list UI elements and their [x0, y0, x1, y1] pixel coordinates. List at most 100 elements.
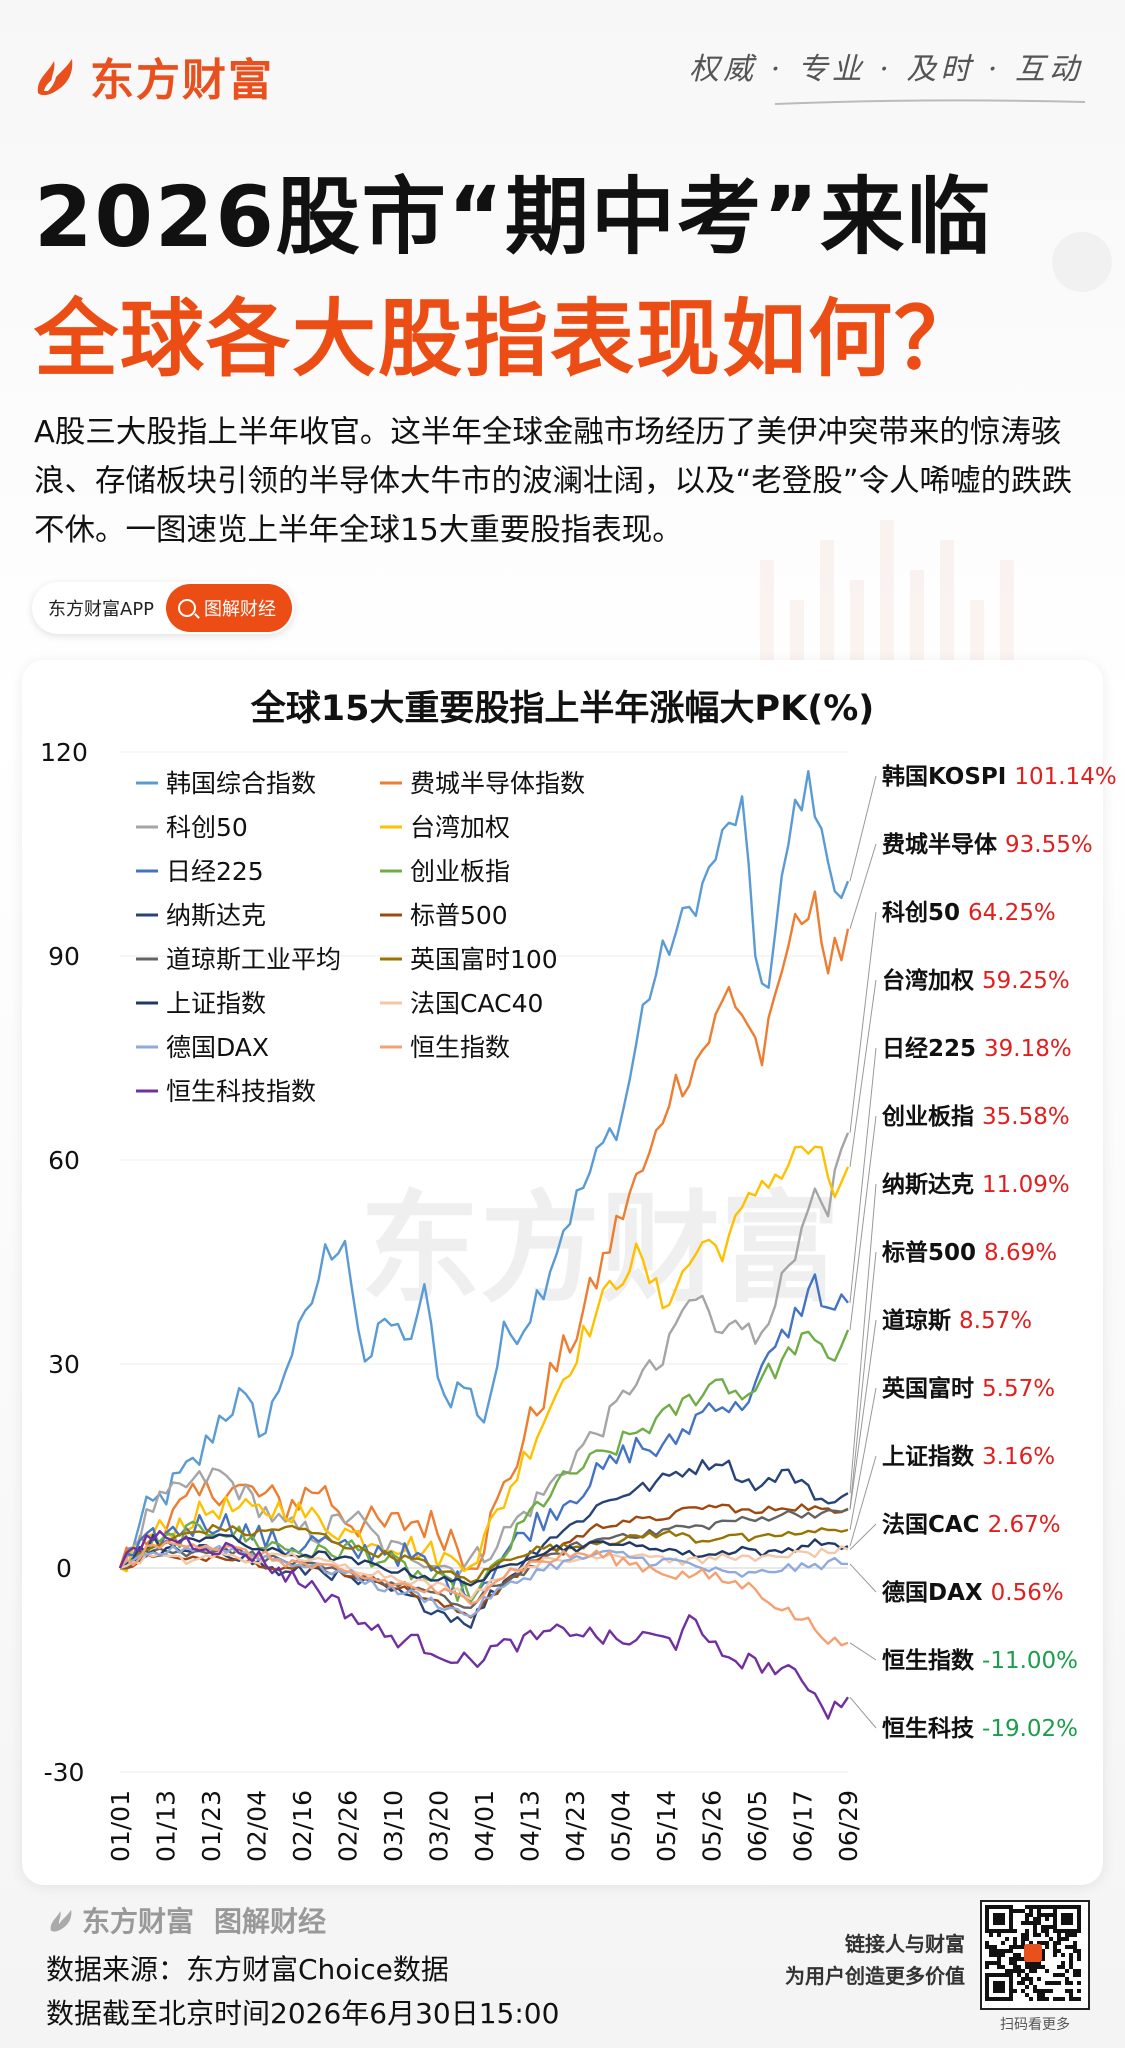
- qr-module: [1029, 1913, 1033, 1917]
- qr-module: [985, 1945, 989, 1949]
- qr-module: [1021, 1941, 1025, 1945]
- qr-slogan-line-1: 链接人与财富: [845, 1932, 965, 1956]
- intro-paragraph: A股三大股指上半年收官。这半年全球金融市场经历了美伊冲突带来的惊涛骇浪、存储板块…: [34, 415, 1073, 548]
- qr-module: [1005, 1969, 1009, 1973]
- qr-module: [1033, 1933, 1037, 1937]
- end-label: 上证指数 3.16%: [882, 1444, 1055, 1470]
- y-tick-label: 90: [48, 942, 80, 971]
- qr-module: [997, 1953, 1001, 1957]
- qr-module: [1077, 1997, 1081, 2001]
- qr-module: [1037, 1941, 1041, 1945]
- end-label: 德国DAX 0.56%: [882, 1579, 1064, 1606]
- qr-module: [993, 1961, 997, 1965]
- legend-label: 日经225: [166, 857, 264, 886]
- qr-module: [1049, 1937, 1053, 1941]
- end-label-value: 93.55%: [1005, 832, 1093, 858]
- qr-module: [1037, 1989, 1041, 1993]
- qr-module: [1021, 1977, 1025, 1981]
- qr-module: [1009, 1945, 1013, 1949]
- qr-module: [1021, 1921, 1025, 1925]
- end-label-value: 5.57%: [982, 1376, 1055, 1402]
- end-label: 恒生指数 -11.00%: [882, 1648, 1078, 1674]
- x-tick-label: 03/10: [379, 1790, 408, 1862]
- qr-module: [1073, 1941, 1077, 1945]
- series-line: [119, 1523, 849, 1584]
- qr-module: [1033, 1961, 1037, 1965]
- qr-module: [1001, 1941, 1005, 1945]
- qr-module: [1025, 1985, 1029, 1989]
- qr-code[interactable]: [980, 1900, 1090, 2010]
- qr-module: [1009, 1969, 1013, 1973]
- chart-card: [22, 660, 1103, 1885]
- y-tick-label: 0: [56, 1554, 72, 1583]
- qr-module: [1029, 1961, 1033, 1965]
- data-source: 数据来源：东方财富Choice数据 数据截至北京时间2026年6月30日15:0…: [46, 1948, 559, 2036]
- qr-center-logo: [1024, 1944, 1042, 1962]
- qr-module: [989, 1953, 993, 1957]
- qr-module: [1013, 1989, 1017, 1993]
- qr-module: [985, 1961, 989, 1965]
- end-label-name: 费城半导体: [882, 831, 1005, 858]
- search-icon: [178, 599, 197, 617]
- x-tick-label: 06/29: [834, 1790, 863, 1862]
- title-line-2: 全球各大股指表现如何？: [34, 290, 981, 388]
- qr-module: [1037, 1997, 1041, 2001]
- end-label: 标普500 8.69%: [882, 1239, 1057, 1266]
- qr-module: [1041, 1905, 1045, 1909]
- qr-module: [1001, 1953, 1005, 1957]
- qr-module: [993, 1949, 997, 1953]
- qr-module: [1069, 1981, 1073, 1985]
- qr-module: [1033, 1965, 1037, 1969]
- qr-module: [1069, 1997, 1073, 2001]
- leader-line: [849, 1251, 877, 1509]
- qr-module: [1033, 1905, 1037, 1909]
- qr-module: [1073, 1997, 1077, 2001]
- leader-line: [849, 979, 877, 1167]
- qr-module: [1029, 1941, 1033, 1945]
- end-label: 费城半导体 93.55%: [882, 831, 1093, 858]
- qr-module: [1001, 1949, 1005, 1953]
- brand-logo: 东方财富: [30, 44, 274, 108]
- qr-module: [1041, 1989, 1045, 1993]
- app-tag[interactable]: 东方财富APP: [48, 599, 155, 620]
- qr-slogan-line-2: 为用户创造更多价值: [785, 1964, 965, 1988]
- qr-module: [1033, 1985, 1037, 1989]
- legend-label: 标普500: [410, 901, 508, 930]
- end-label-value: -11.00%: [982, 1648, 1078, 1674]
- qr-module: [1053, 1941, 1057, 1945]
- qr-module: [989, 1945, 993, 1949]
- qr-module: [1025, 1965, 1029, 1969]
- legend-label: 法国CAC40: [410, 989, 543, 1018]
- qr-module: [1045, 1945, 1049, 1949]
- qr-module: [1077, 1981, 1081, 1985]
- series-line: [118, 1273, 849, 1602]
- qr-module: [1037, 1909, 1041, 1913]
- qr-module: [1077, 1969, 1081, 1973]
- qr-module: [1057, 1981, 1061, 1985]
- end-label-name: 台湾加权: [882, 967, 982, 994]
- legend-label: 科创50: [166, 813, 248, 842]
- qr-module: [1005, 1937, 1009, 1941]
- leader-line: [849, 1319, 877, 1510]
- series-line: [119, 1540, 849, 1647]
- qr-module: [997, 1949, 1001, 1953]
- qr-module: [1013, 1945, 1017, 1949]
- qr-module: [1037, 1977, 1041, 1981]
- qr-finder-core: [1061, 1913, 1073, 1925]
- y-tick-label: 120: [40, 738, 88, 767]
- leader-line: [849, 911, 877, 1133]
- end-label-value: 64.25%: [968, 900, 1056, 926]
- qr-module: [1033, 1925, 1037, 1929]
- qr-module: [1069, 1945, 1073, 1949]
- qr-module: [1045, 1905, 1049, 1909]
- qr-module: [1021, 1945, 1025, 1949]
- end-label-value: 0.56%: [991, 1580, 1064, 1606]
- graphic-finance-button[interactable]: 图解财经: [166, 584, 293, 632]
- qr-module: [1041, 1941, 1045, 1945]
- qr-module: [1029, 1921, 1033, 1925]
- qr-module: [997, 1965, 1001, 1969]
- x-tick-label: 04/23: [561, 1790, 590, 1862]
- leader-line: [849, 1523, 877, 1550]
- qr-module: [1037, 1917, 1041, 1921]
- qr-module: [989, 1933, 993, 1937]
